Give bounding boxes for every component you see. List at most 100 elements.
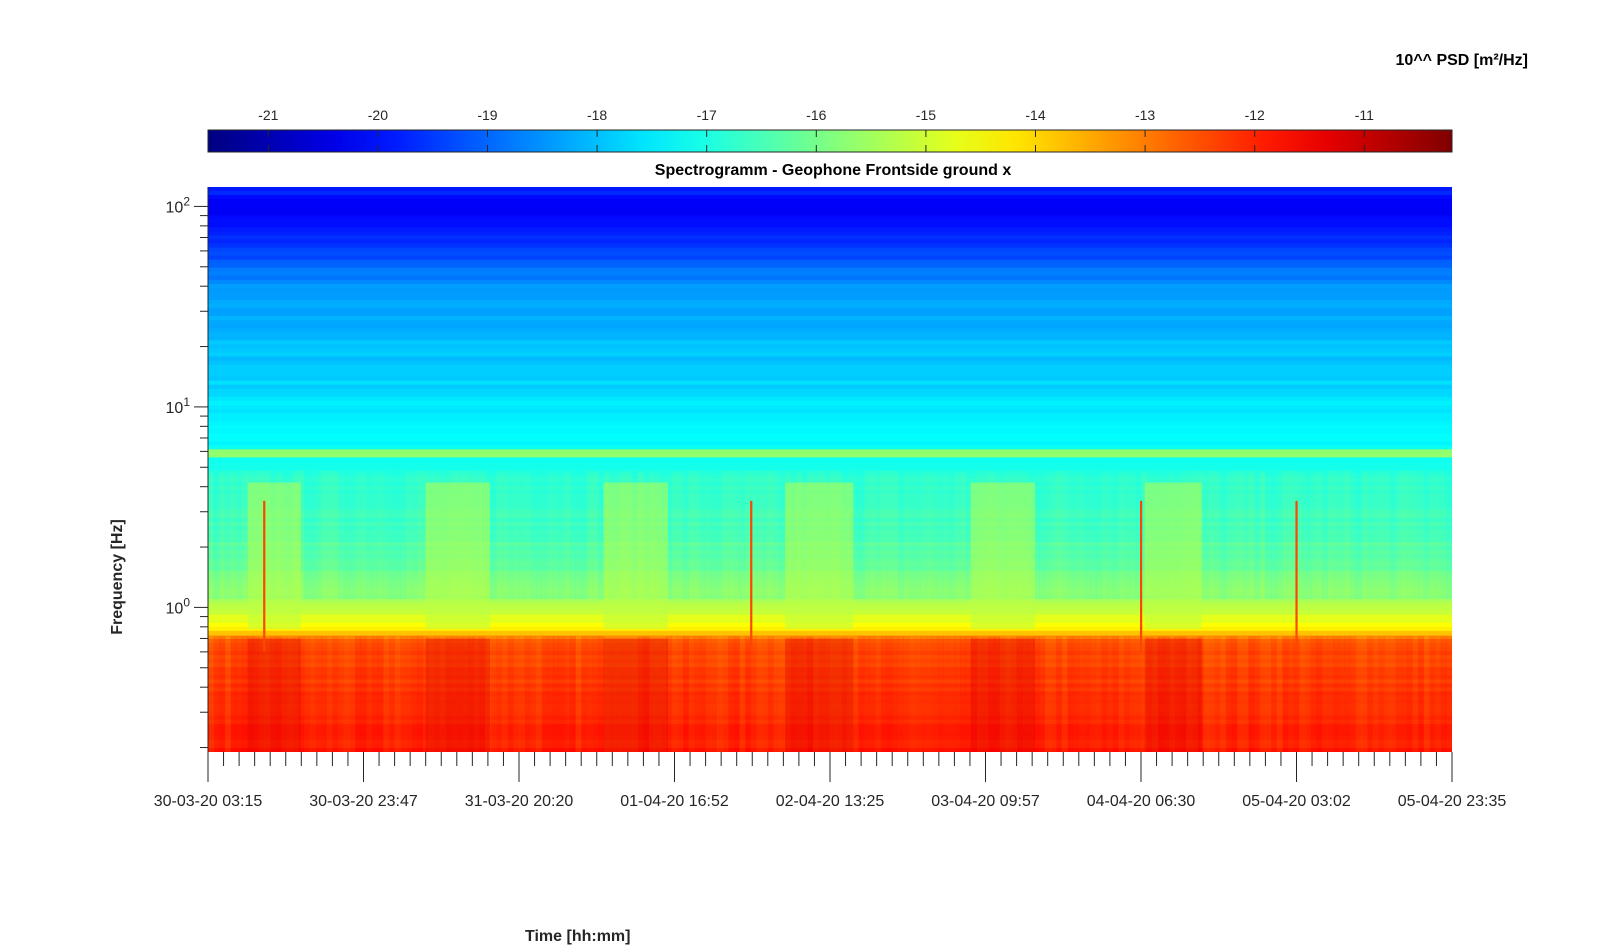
psd-texture bbox=[253, 636, 260, 752]
psd-texture bbox=[892, 636, 899, 752]
psd-texture bbox=[1355, 470, 1362, 600]
psd-texture bbox=[926, 636, 933, 752]
psd-band bbox=[208, 655, 1452, 660]
psd-texture bbox=[960, 636, 967, 752]
psd-texture bbox=[1333, 470, 1340, 600]
psd-texture bbox=[592, 470, 599, 600]
psd-texture bbox=[1231, 470, 1238, 600]
psd-texture bbox=[1101, 636, 1108, 752]
psd-texture bbox=[343, 470, 350, 600]
psd-texture bbox=[926, 470, 933, 600]
spike bbox=[750, 500, 753, 652]
x-tick-label: 02-04-20 13:25 bbox=[776, 793, 885, 810]
psd-texture bbox=[400, 636, 407, 752]
psd-texture bbox=[733, 636, 740, 752]
spectrogram-image bbox=[208, 187, 1452, 752]
psd-texture bbox=[1124, 470, 1131, 600]
psd-texture bbox=[360, 636, 367, 752]
psd-texture bbox=[1112, 470, 1119, 600]
psd-texture bbox=[1078, 636, 1085, 752]
psd-texture bbox=[767, 636, 774, 752]
x-tick-label: 05-04-20 23:35 bbox=[1398, 793, 1507, 810]
psd-texture bbox=[1384, 636, 1391, 752]
psd-band bbox=[208, 324, 1452, 329]
psd-texture bbox=[1118, 636, 1125, 752]
psd-texture bbox=[637, 636, 644, 752]
psd-texture bbox=[1033, 470, 1040, 600]
psd-band bbox=[208, 291, 1452, 297]
psd-texture bbox=[1310, 470, 1317, 600]
psd-texture bbox=[326, 470, 333, 600]
psd-texture bbox=[1350, 470, 1357, 600]
psd-texture bbox=[756, 636, 763, 752]
psd-band bbox=[208, 639, 1452, 644]
psd-texture bbox=[355, 470, 362, 600]
psd-texture bbox=[519, 470, 526, 600]
psd-band bbox=[208, 453, 1452, 458]
psd-texture bbox=[1067, 636, 1074, 752]
x-tick-label: 05-04-20 03:02 bbox=[1242, 793, 1351, 810]
psd-texture bbox=[1061, 636, 1068, 752]
psd-texture bbox=[716, 636, 723, 752]
psd-texture bbox=[1174, 636, 1181, 752]
psd-texture bbox=[581, 636, 588, 752]
spike bbox=[263, 500, 266, 652]
psd-texture bbox=[1124, 636, 1131, 752]
psd-texture bbox=[383, 636, 390, 752]
psd-texture bbox=[1429, 470, 1436, 600]
colorbar-tick-label: -16 bbox=[806, 107, 826, 123]
psd-texture bbox=[598, 470, 605, 600]
psd-band bbox=[208, 659, 1452, 664]
psd-texture bbox=[728, 636, 735, 752]
psd-band bbox=[208, 199, 1452, 204]
x-tick-label: 31-03-20 20:20 bbox=[465, 793, 574, 810]
psd-texture bbox=[1141, 636, 1148, 752]
y-tick-label: 102 bbox=[166, 194, 191, 216]
psd-band bbox=[208, 719, 1452, 725]
psd-texture bbox=[705, 470, 712, 600]
psd-texture bbox=[784, 636, 791, 752]
psd-texture bbox=[1129, 470, 1136, 600]
psd-band bbox=[208, 691, 1452, 697]
psd-band bbox=[208, 384, 1452, 390]
psd-texture bbox=[609, 636, 616, 752]
psd-texture bbox=[1271, 636, 1278, 752]
psd-band bbox=[208, 235, 1452, 241]
psd-texture bbox=[733, 470, 740, 600]
psd-band bbox=[208, 368, 1452, 374]
psd-texture bbox=[982, 636, 989, 752]
psd-texture bbox=[1321, 470, 1328, 600]
psd-band bbox=[208, 195, 1452, 200]
psd-texture bbox=[728, 470, 735, 600]
psd-texture bbox=[796, 636, 803, 752]
psd-texture bbox=[428, 636, 435, 752]
psd-texture bbox=[1248, 636, 1255, 752]
psd-band bbox=[208, 255, 1452, 261]
psd-texture bbox=[569, 470, 576, 600]
psd-texture bbox=[841, 636, 848, 752]
psd-texture bbox=[258, 636, 265, 752]
x-tick-label: 01-04-20 16:52 bbox=[620, 793, 729, 810]
psd-texture bbox=[552, 470, 559, 600]
y-axis-label: Frequency [Hz] bbox=[109, 519, 126, 635]
psd-texture bbox=[1338, 636, 1345, 752]
psd-texture bbox=[790, 636, 797, 752]
psd-texture bbox=[456, 636, 463, 752]
activity-period bbox=[603, 482, 668, 630]
psd-band bbox=[208, 469, 1452, 475]
psd-texture bbox=[1135, 636, 1142, 752]
psd-texture bbox=[507, 636, 514, 752]
psd-texture bbox=[914, 470, 921, 600]
psd-texture bbox=[1157, 636, 1165, 752]
psd-texture bbox=[1084, 636, 1091, 752]
psd-texture bbox=[219, 470, 226, 600]
psd-texture bbox=[880, 470, 887, 600]
psd-texture bbox=[1333, 636, 1340, 752]
psd-texture bbox=[858, 636, 865, 752]
psd-band bbox=[208, 316, 1452, 321]
psd-texture bbox=[321, 470, 328, 600]
spike bbox=[1140, 500, 1143, 652]
psd-texture bbox=[287, 636, 294, 752]
psd-texture bbox=[1078, 470, 1085, 600]
